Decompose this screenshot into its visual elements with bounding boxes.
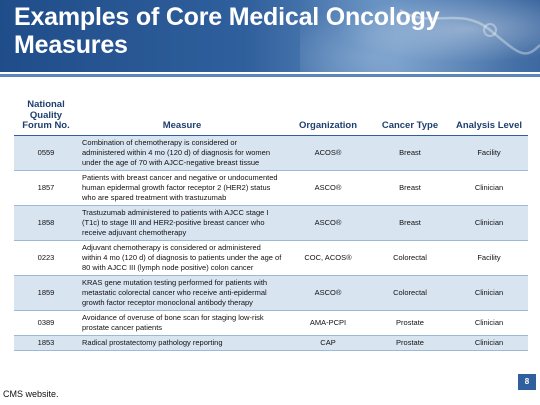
- source-footnote: CMS website.: [3, 389, 59, 399]
- table-row: 0223 Adjuvant chemotherapy is considered…: [14, 240, 528, 276]
- measure-cell: Radical prostatectomy pathology reportin…: [78, 335, 286, 351]
- cancer-type-cell: Prostate: [370, 335, 450, 351]
- slide-title: Examples of Core Medical Oncology Measur…: [14, 3, 440, 59]
- table-row: 1859 KRAS gene mutation testing performe…: [14, 275, 528, 311]
- table-row: 1858 Trastuzumab administered to patient…: [14, 205, 528, 241]
- measure-cell: Combination of chemotherapy is considere…: [78, 135, 286, 171]
- stethoscope-graphic: [399, 8, 540, 55]
- measure-cell: Trastuzumab administered to patients wit…: [78, 205, 286, 241]
- forum-no-cell: 0389: [14, 310, 78, 336]
- table-header-row: National Quality Forum No. Measure Organ…: [14, 99, 528, 136]
- cancer-type-cell: Breast: [370, 170, 450, 206]
- forum-no-cell: 1859: [14, 275, 78, 311]
- header-analysis-level: Analysis Level: [450, 100, 528, 136]
- cancer-type-cell: Prostate: [370, 310, 450, 336]
- analysis-level-cell: Clinician: [450, 170, 528, 206]
- organization-cell: AMA-PCPI: [286, 310, 370, 336]
- organization-cell: CAP: [286, 335, 370, 351]
- header-measure: Measure: [78, 100, 286, 136]
- title-divider: [0, 74, 540, 77]
- table-row: 0559 Combination of chemotherapy is cons…: [14, 135, 528, 171]
- analysis-level-cell: Clinician: [450, 335, 528, 351]
- table-row: 0389 Avoidance of overuse of bone scan f…: [14, 310, 528, 336]
- analysis-level-cell: Clinician: [450, 275, 528, 311]
- forum-no-cell: 1858: [14, 205, 78, 241]
- analysis-level-cell: Clinician: [450, 205, 528, 241]
- measure-cell: KRAS gene mutation testing performed for…: [78, 275, 286, 311]
- cancer-type-cell: Colorectal: [370, 240, 450, 276]
- organization-cell: ASCO®: [286, 205, 370, 241]
- measures-table: National Quality Forum No. Measure Organ…: [14, 99, 528, 351]
- cancer-type-cell: Breast: [370, 205, 450, 241]
- forum-no-cell: 1857: [14, 170, 78, 206]
- cancer-type-cell: Breast: [370, 135, 450, 171]
- organization-cell: COC, ACOS®: [286, 240, 370, 276]
- banner-photo: [300, 0, 540, 72]
- measure-cell: Patients with breast cancer and negative…: [78, 170, 286, 206]
- table-row: 1853 Radical prostatectomy pathology rep…: [14, 335, 528, 351]
- organization-cell: ASCO®: [286, 170, 370, 206]
- measure-cell: Adjuvant chemotherapy is considered or a…: [78, 240, 286, 276]
- analysis-level-cell: Facility: [450, 240, 528, 276]
- title-banner: Examples of Core Medical Oncology Measur…: [0, 0, 540, 72]
- forum-no-cell: 0223: [14, 240, 78, 276]
- header-organization: Organization: [286, 100, 370, 136]
- analysis-level-cell: Facility: [450, 135, 528, 171]
- organization-cell: ASCO®: [286, 275, 370, 311]
- table-row: 1857 Patients with breast cancer and neg…: [14, 170, 528, 206]
- forum-no-cell: 0559: [14, 135, 78, 171]
- organization-cell: ACOS®: [286, 135, 370, 171]
- measure-cell: Avoidance of overuse of bone scan for st…: [78, 310, 286, 336]
- header-forum-no: National Quality Forum No.: [14, 99, 78, 136]
- page-number: 8: [518, 374, 536, 390]
- cancer-type-cell: Colorectal: [370, 275, 450, 311]
- analysis-level-cell: Clinician: [450, 310, 528, 336]
- forum-no-cell: 1853: [14, 335, 78, 351]
- header-cancer-type: Cancer Type: [370, 100, 450, 136]
